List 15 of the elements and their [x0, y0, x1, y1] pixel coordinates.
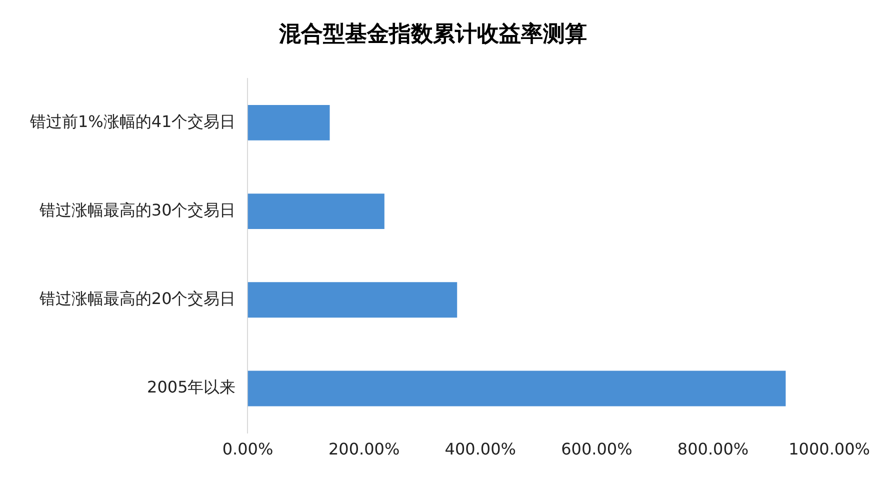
- chart-title: 混合型基金指数累计收益率测算: [278, 20, 587, 47]
- y-tick-label: 错过涨幅最高的30个交易日: [38, 200, 236, 220]
- y-tick-label: 2005年以来: [147, 378, 236, 397]
- x-tick-label: 200.00%: [328, 440, 400, 459]
- x-tick-label: 1000.00%: [788, 440, 870, 459]
- x-tick-label: 0.00%: [222, 440, 274, 459]
- y-tick-label: 错过涨幅最高的20个交易日: [38, 289, 236, 308]
- bar: [248, 104, 330, 140]
- x-tick-label: 600.00%: [561, 440, 632, 459]
- y-tick-label: 错过前1%涨幅的41个交易日: [28, 112, 236, 131]
- x-tick-label: 400.00%: [444, 440, 516, 459]
- bar: [248, 370, 786, 406]
- bar: [248, 282, 458, 318]
- x-tick-label: 800.00%: [677, 440, 749, 459]
- bar: [248, 194, 384, 230]
